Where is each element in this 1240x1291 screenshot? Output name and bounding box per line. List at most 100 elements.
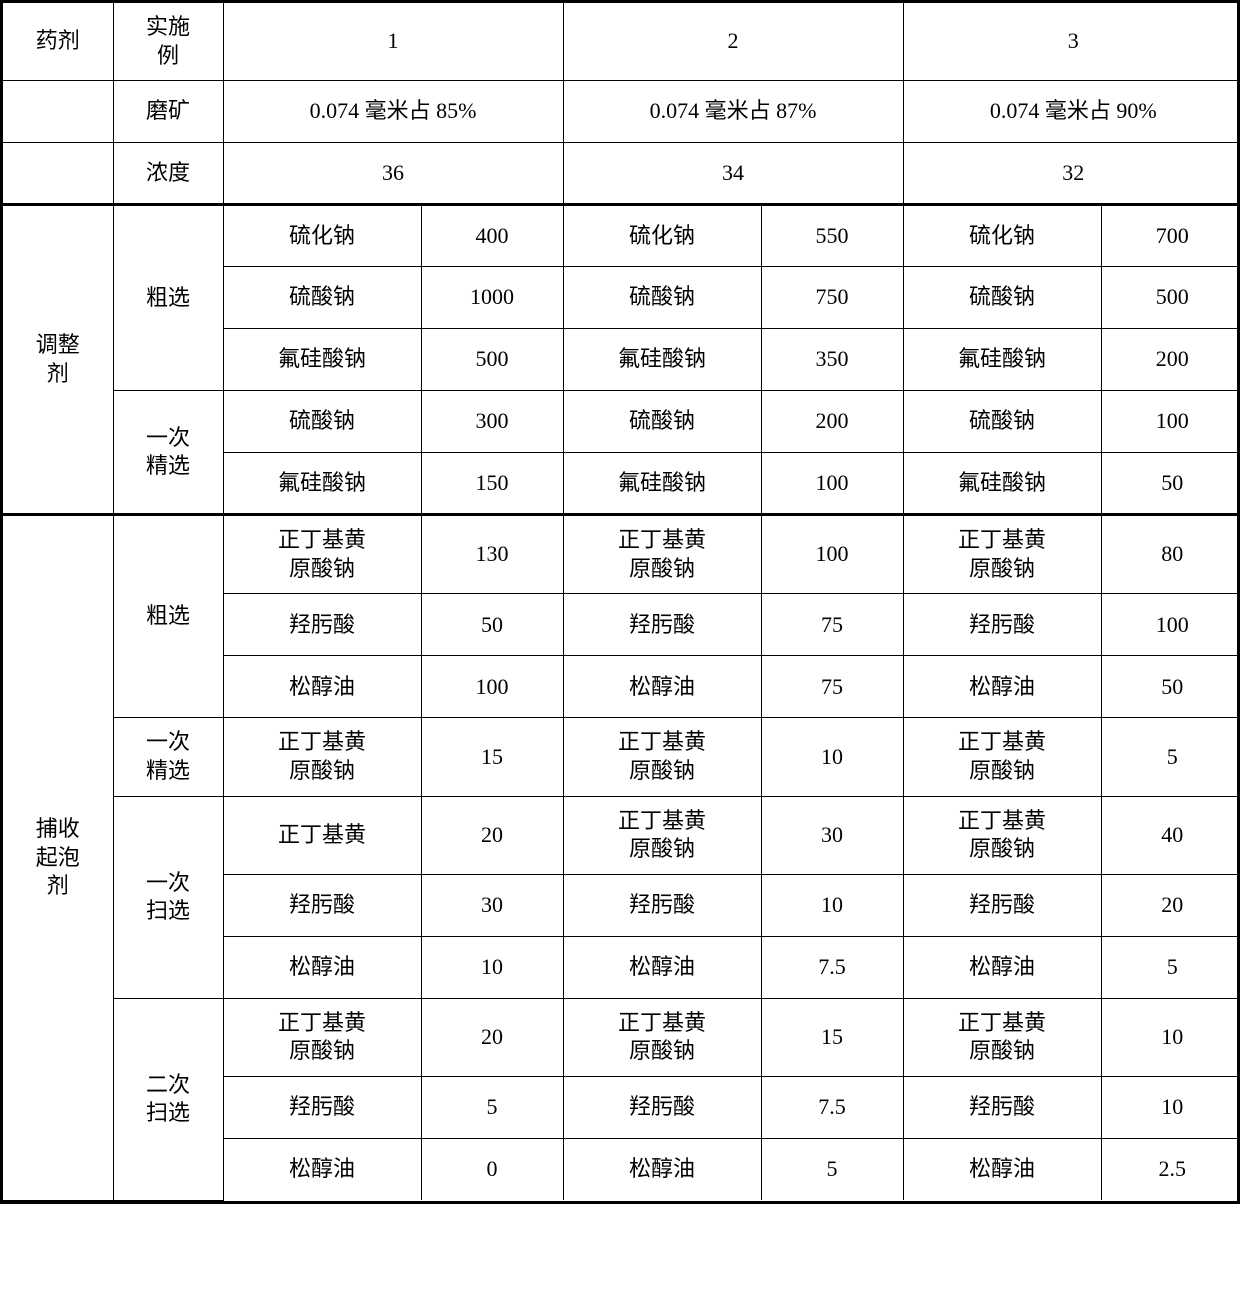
cell: 松醇油 — [903, 936, 1101, 998]
table-row: 一次精选 硫酸钠 300 硫酸钠 200 硫酸钠 100 — [3, 391, 1240, 453]
cell: 7.5 — [761, 936, 903, 998]
hdr-example: 实施例 — [113, 3, 223, 81]
cell: 30 — [761, 796, 903, 874]
cell: 正丁基黄原酸钠 — [223, 718, 421, 796]
cell: 300 — [421, 391, 563, 453]
sec2-stage2: 一次精选 — [113, 718, 223, 796]
cell: 氟硅酸钠 — [903, 453, 1101, 515]
cell: 5 — [1101, 936, 1240, 998]
sec2-stage1: 粗选 — [113, 515, 223, 718]
hdr-col-3: 3 — [903, 3, 1240, 81]
cell: 羟肟酸 — [563, 594, 761, 656]
conc-blank — [3, 143, 113, 205]
cell: 羟肟酸 — [563, 1076, 761, 1138]
cell: 松醇油 — [903, 656, 1101, 718]
cell: 130 — [421, 515, 563, 594]
cell: 松醇油 — [563, 936, 761, 998]
grind-v1: 0.074 毫米占 85% — [223, 81, 563, 143]
cell: 10 — [761, 718, 903, 796]
cell: 50 — [1101, 656, 1240, 718]
cell: 正丁基黄原酸钠 — [563, 718, 761, 796]
cell: 正丁基黄原酸钠 — [903, 998, 1101, 1076]
reagent-table: 药剂 实施例 1 2 3 磨矿 0.074 毫米占 85% 0.074 毫米占 … — [3, 3, 1240, 1201]
cell: 700 — [1101, 205, 1240, 267]
cell: 75 — [761, 594, 903, 656]
sec2-title: 捕收起泡剂 — [3, 515, 113, 1201]
cell: 20 — [421, 796, 563, 874]
cell: 100 — [761, 453, 903, 515]
cell: 硫酸钠 — [903, 267, 1101, 329]
cell: 硫化钠 — [223, 205, 421, 267]
cell: 硫酸钠 — [563, 391, 761, 453]
cell: 200 — [761, 391, 903, 453]
cell: 750 — [761, 267, 903, 329]
cell: 正丁基黄原酸钠 — [223, 515, 421, 594]
cell: 硫酸钠 — [223, 267, 421, 329]
table-row: 捕收起泡剂 粗选 正丁基黄原酸钠 130 正丁基黄原酸钠 100 正丁基黄原酸钠… — [3, 515, 1240, 594]
cell: 松醇油 — [563, 656, 761, 718]
cell: 羟肟酸 — [223, 1076, 421, 1138]
cell: 正丁基黄原酸钠 — [563, 796, 761, 874]
cell: 500 — [1101, 267, 1240, 329]
cell: 正丁基黄原酸钠 — [563, 998, 761, 1076]
cell: 5 — [1101, 718, 1240, 796]
cell: 正丁基黄原酸钠 — [223, 998, 421, 1076]
grind-blank — [3, 81, 113, 143]
cell: 10 — [1101, 998, 1240, 1076]
table-row: 一次扫选 正丁基黄 20 正丁基黄原酸钠 30 正丁基黄原酸钠 40 — [3, 796, 1240, 874]
cell: 30 — [421, 874, 563, 936]
cell: 正丁基黄原酸钠 — [903, 796, 1101, 874]
cell: 20 — [421, 998, 563, 1076]
cell: 550 — [761, 205, 903, 267]
cell: 硫化钠 — [563, 205, 761, 267]
cell: 10 — [421, 936, 563, 998]
cell: 羟肟酸 — [903, 594, 1101, 656]
cell: 羟肟酸 — [223, 594, 421, 656]
cell: 羟肟酸 — [903, 1076, 1101, 1138]
cell: 正丁基黄原酸钠 — [563, 515, 761, 594]
cell: 100 — [1101, 391, 1240, 453]
cell: 80 — [1101, 515, 1240, 594]
header-row: 药剂 实施例 1 2 3 — [3, 3, 1240, 81]
hdr-col-2: 2 — [563, 3, 903, 81]
cell: 75 — [761, 656, 903, 718]
cell: 松醇油 — [223, 656, 421, 718]
grind-row: 磨矿 0.074 毫米占 85% 0.074 毫米占 87% 0.074 毫米占… — [3, 81, 1240, 143]
cell: 40 — [1101, 796, 1240, 874]
cell: 400 — [421, 205, 563, 267]
cell: 15 — [761, 998, 903, 1076]
hdr-reagent: 药剂 — [3, 3, 113, 81]
cell: 正丁基黄 — [223, 796, 421, 874]
cell: 100 — [421, 656, 563, 718]
sec2-stage4: 二次扫选 — [113, 998, 223, 1200]
conc-label: 浓度 — [113, 143, 223, 205]
cell: 20 — [1101, 874, 1240, 936]
grind-label: 磨矿 — [113, 81, 223, 143]
cell: 10 — [761, 874, 903, 936]
cell: 正丁基黄原酸钠 — [903, 515, 1101, 594]
cell: 羟肟酸 — [223, 874, 421, 936]
cell: 7.5 — [761, 1076, 903, 1138]
cell: 氟硅酸钠 — [223, 453, 421, 515]
cell: 2.5 — [1101, 1138, 1240, 1200]
sec1-stage2: 一次精选 — [113, 391, 223, 515]
cell: 350 — [761, 329, 903, 391]
table-row: 一次精选 正丁基黄原酸钠 15 正丁基黄原酸钠 10 正丁基黄原酸钠 5 — [3, 718, 1240, 796]
cell: 50 — [421, 594, 563, 656]
cell: 5 — [421, 1076, 563, 1138]
cell: 氟硅酸钠 — [223, 329, 421, 391]
cell: 氟硅酸钠 — [563, 453, 761, 515]
table-container: 药剂 实施例 1 2 3 磨矿 0.074 毫米占 85% 0.074 毫米占 … — [0, 0, 1240, 1204]
cell: 羟肟酸 — [563, 874, 761, 936]
cell: 松醇油 — [223, 1138, 421, 1200]
cell: 硫酸钠 — [563, 267, 761, 329]
cell: 0 — [421, 1138, 563, 1200]
cell: 200 — [1101, 329, 1240, 391]
sec1-title: 调整剂 — [3, 205, 113, 515]
cell: 5 — [761, 1138, 903, 1200]
cell: 硫化钠 — [903, 205, 1101, 267]
conc-v3: 32 — [903, 143, 1240, 205]
grind-v3: 0.074 毫米占 90% — [903, 81, 1240, 143]
cell: 松醇油 — [903, 1138, 1101, 1200]
table-row: 调整剂 粗选 硫化钠 400 硫化钠 550 硫化钠 700 — [3, 205, 1240, 267]
